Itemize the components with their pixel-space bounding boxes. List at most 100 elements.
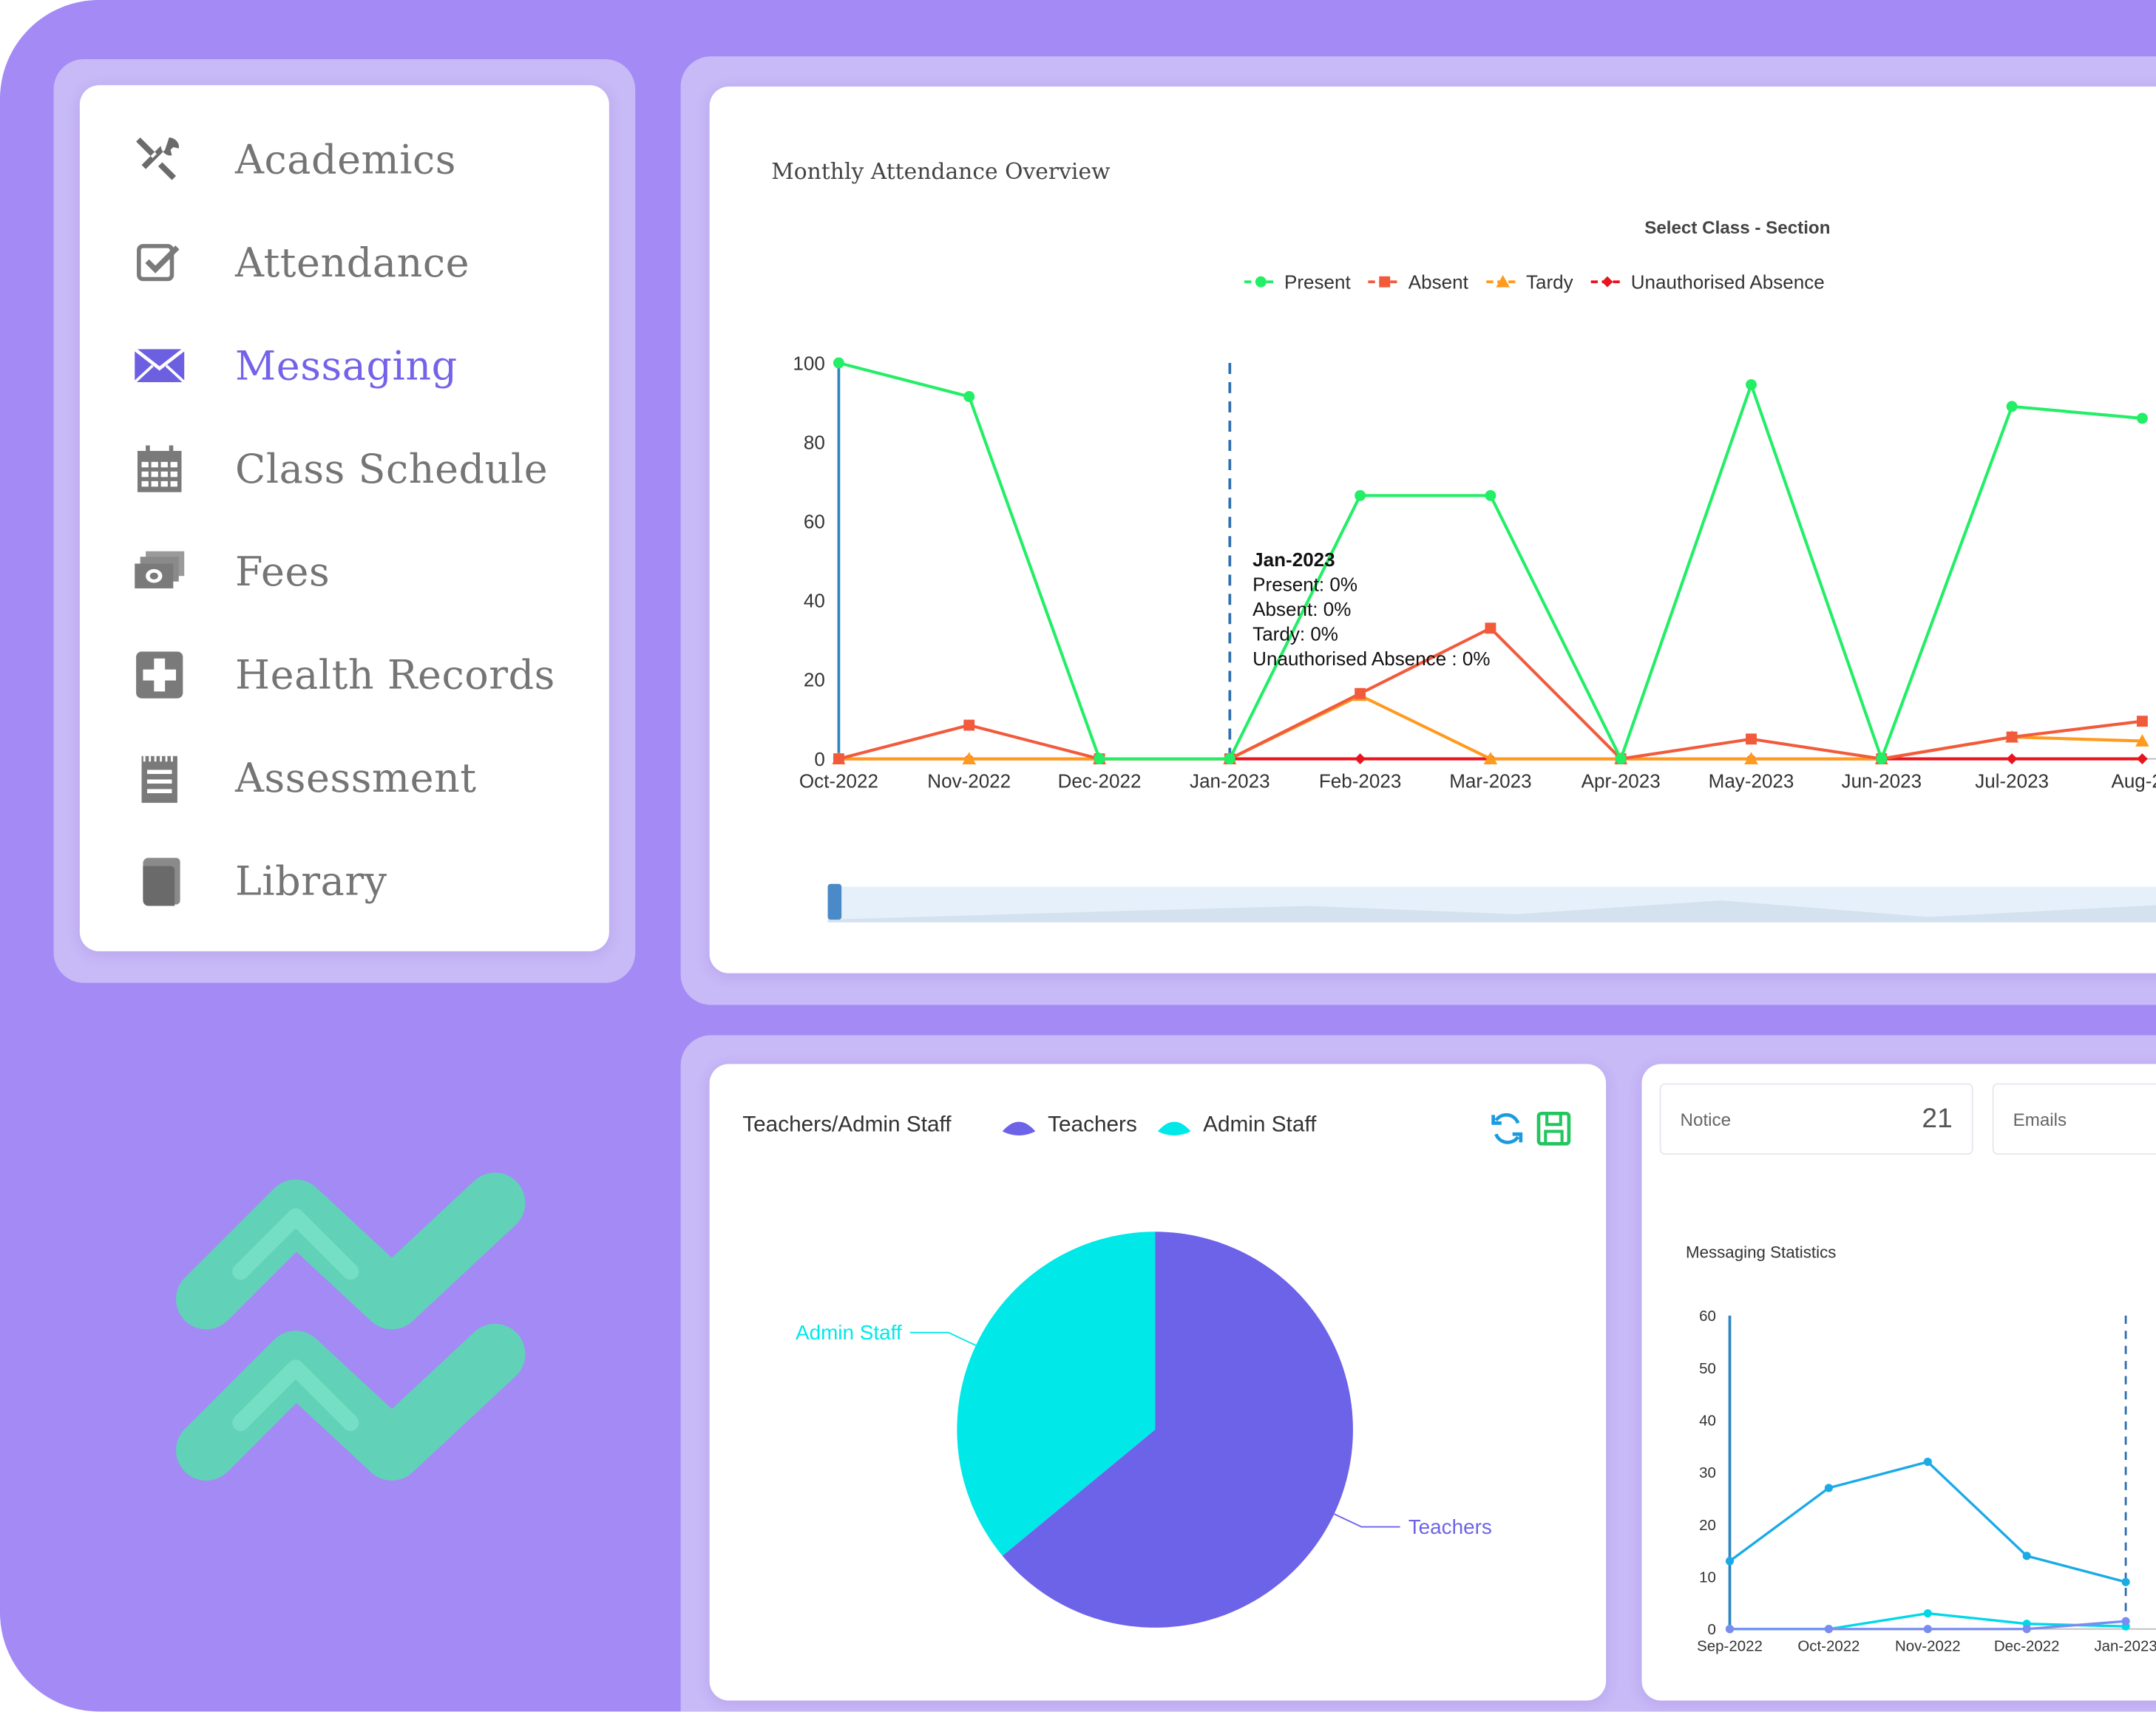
tooltip-title: Jan-2023 — [1252, 548, 1335, 571]
sidebar-item-label: Attendance — [235, 239, 470, 286]
attendance-line-chart[interactable]: 0 20 40 60 80 100 Oct-2022 Nov-2022 Dec-2022 Jan-… — [710, 86, 2156, 974]
y-tick-label: 0 — [814, 748, 824, 770]
medical-cross-icon — [132, 648, 187, 702]
attendance-title: Monthly Attendance Overview — [771, 157, 1111, 185]
refresh-icon[interactable] — [1489, 1111, 1525, 1154]
legend-label: Teachers — [1048, 1113, 1137, 1137]
data-point-2 — [1725, 1625, 1735, 1634]
data-point-tardy — [1483, 752, 1498, 764]
data-point-1 — [1923, 1609, 1932, 1618]
data-point-0 — [1923, 1458, 1932, 1467]
legend-swatch-shape — [1002, 1121, 1036, 1136]
y-tick-label: 20 — [1699, 1517, 1716, 1534]
pie-slice-admin-staff — [957, 1232, 1156, 1556]
legend-swatch — [1486, 274, 1519, 288]
zoom-slider-handle[interactable] — [827, 883, 842, 920]
tools-icon — [132, 132, 187, 187]
legend-label: Admin Staff — [1203, 1113, 1317, 1137]
legend-swatch — [1590, 276, 1624, 288]
sidebar-item-messaging[interactable]: Messaging — [80, 325, 609, 407]
legend-item-admin-staff[interactable]: Admin Staff — [1156, 1113, 1317, 1138]
sidebar-item-assessment[interactable]: Assessment — [80, 737, 609, 820]
x-tick-label: Apr-2023 — [1582, 770, 1661, 792]
data-point-unauthorised-absence — [2136, 753, 2148, 764]
data-point-absent — [1746, 733, 1757, 745]
x-tick-label: Sep-2022 — [1697, 1637, 1763, 1654]
legend-label: Absent — [1408, 271, 1468, 293]
data-point-2 — [1824, 1625, 1833, 1634]
legend-item-unauthorised-absence[interactable]: Unauthorised Absence — [1590, 268, 1825, 296]
staff-pie-chart[interactable]: Teachers Admin Staff — [710, 1064, 1607, 1700]
emails-label: Emails — [2013, 1109, 2067, 1130]
legend-swatch — [1244, 276, 1278, 288]
envelope-icon — [132, 338, 187, 393]
series-line-absent — [838, 626, 2143, 761]
pie-slice-teachers — [1002, 1232, 1353, 1628]
data-point-tardy — [962, 752, 977, 764]
x-tick-label: May-2023 — [1709, 770, 1794, 792]
data-point-absent — [833, 753, 844, 764]
save-icon[interactable] — [1536, 1111, 1571, 1154]
data-point-absent — [963, 719, 975, 731]
legend-item-present[interactable]: Present — [1243, 268, 1351, 296]
sidebar-item-attendance[interactable]: Attendance — [80, 221, 609, 304]
y-tick-label: 80 — [804, 431, 825, 453]
notice-count: 21 — [1922, 1104, 1953, 1135]
data-point-present — [1224, 753, 1235, 764]
sidebar-item-label: Class Schedule — [235, 445, 549, 492]
notepad-icon — [132, 750, 187, 805]
legend-swatch-marker — [1379, 276, 1391, 288]
messaging-card: Notice 21 Emails Messaging Statistics 0 1… — [1641, 1064, 2156, 1701]
data-point-2 — [2022, 1625, 2031, 1634]
x-tick-label: Aug-20 — [2111, 770, 2156, 792]
y-tick-label: 40 — [804, 590, 825, 612]
staff-title: Teachers/Admin Staff — [742, 1113, 952, 1137]
brand-logo-icon — [158, 1161, 557, 1512]
series-line-0 — [1729, 1460, 2126, 1583]
sidebar-item-library[interactable]: Library — [80, 840, 609, 923]
sidebar-item-fees[interactable]: Fees — [80, 531, 609, 614]
sidebar-item-health-records[interactable]: Health Records — [80, 633, 609, 716]
class-section-select[interactable]: Select Class - Section — [1644, 217, 1831, 238]
messaging-line-chart[interactable]: 0 10 20 30 40 50 60 Sep-2022 Oct-2022 Nov-2022 Dec… — [1641, 1064, 2156, 1700]
legend-swatch-marker — [1496, 274, 1510, 288]
y-tick-label: 40 — [1699, 1413, 1716, 1430]
data-point-tardy — [2135, 734, 2149, 747]
data-point-0 — [2022, 1552, 2031, 1560]
y-tick-label: 0 — [1708, 1621, 1716, 1638]
pie-label-line — [909, 1331, 977, 1346]
notice-stat[interactable]: Notice 21 — [1659, 1083, 1973, 1155]
data-point-unauthorised-absence — [2006, 753, 2018, 764]
y-tick-label: 60 — [804, 510, 825, 532]
legend-item-teachers[interactable]: Teachers — [1001, 1113, 1137, 1138]
legend-swatch — [1157, 1121, 1191, 1136]
zoom-slider-preview — [827, 900, 2156, 923]
sidebar-item-class-schedule[interactable]: Class Schedule — [80, 427, 609, 510]
data-point-absent — [2136, 716, 2148, 727]
zoom-slider-track[interactable] — [827, 883, 2156, 923]
y-tick-label: 30 — [1699, 1464, 1716, 1481]
data-point-present — [2136, 412, 2148, 424]
legend-swatch — [1002, 1121, 1036, 1136]
emails-stat[interactable]: Emails — [1992, 1083, 2156, 1155]
legend-swatch-shape — [1157, 1121, 1191, 1136]
legend-item-tardy[interactable]: Tardy — [1485, 268, 1573, 296]
x-tick-label: Mar-2023 — [1449, 770, 1531, 792]
data-point-present — [1094, 753, 1105, 764]
x-tick-label: Jan-2023 — [1190, 770, 1269, 792]
y-tick-label: 10 — [1699, 1569, 1716, 1586]
attendance-card: Monthly Attendance Overview Select Class… — [709, 86, 2156, 974]
sidebar-item-academics[interactable]: Academics — [80, 118, 609, 201]
legend-label: Tardy — [1525, 271, 1573, 293]
notice-label: Notice — [1680, 1109, 1732, 1130]
attendance-tooltip: Jan-2023 Present: 0% Absent: 0% Tardy: 0… — [1252, 547, 1490, 670]
legend-item-absent[interactable]: Absent — [1367, 268, 1468, 296]
data-point-0 — [2121, 1577, 2130, 1586]
sidebar-item-label: Library — [235, 857, 387, 905]
data-point-2 — [1923, 1625, 1932, 1634]
sidebar-item-label: Academics — [235, 136, 457, 183]
series-line-present — [838, 361, 2143, 764]
checkbox-icon — [132, 235, 187, 290]
data-point-present — [833, 357, 844, 369]
